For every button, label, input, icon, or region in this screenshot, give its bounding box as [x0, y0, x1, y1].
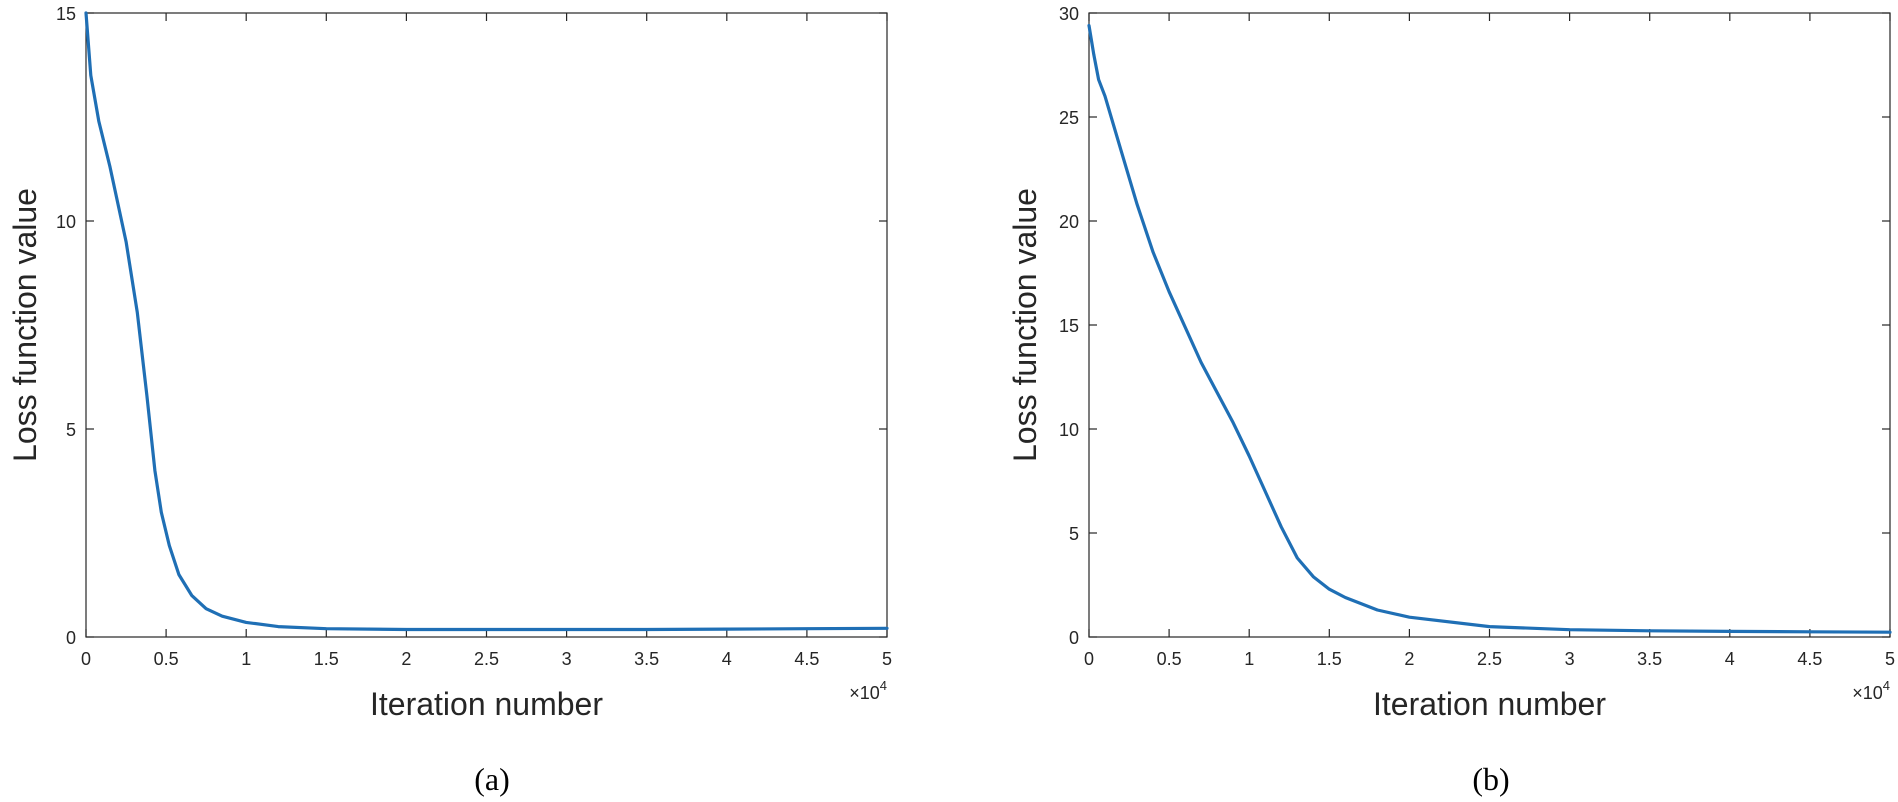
chart-0-x-axis-label: Iteration number — [370, 686, 603, 722]
chart-1-y-tick-label: 15 — [1059, 316, 1079, 336]
chart-1-x-tick-label: 3.5 — [1637, 649, 1662, 669]
chart-0-x-tick-label: 2.5 — [474, 649, 499, 669]
chart-0-x-tick-label: 2 — [401, 649, 411, 669]
chart-1-x-tick-label: 2 — [1404, 649, 1414, 669]
chart-0-x-multiplier: ×104 — [849, 678, 887, 703]
chart-1-x-tick-label: 0.5 — [1157, 649, 1182, 669]
chart-0-x-tick-label: 3 — [562, 649, 572, 669]
chart-0-x-tick-label: 0.5 — [154, 649, 179, 669]
chart-1-y-tick-label: 30 — [1059, 4, 1079, 24]
chart-0-x-tick-label: 1.5 — [314, 649, 339, 669]
chart-1-y-tick-label: 10 — [1059, 420, 1079, 440]
chart-1-y-tick-label: 20 — [1059, 212, 1079, 232]
chart-0-x-tick-label: 1 — [241, 649, 251, 669]
chart-0-caption: (a) — [474, 761, 510, 797]
chart-1-x-tick-label: 1.5 — [1317, 649, 1342, 669]
chart-0-y-tick-label: 15 — [56, 4, 76, 24]
chart-0-x-tick-label: 0 — [81, 649, 91, 669]
chart-1-x-tick-label: 1 — [1244, 649, 1254, 669]
chart-0-plot-area — [85, 12, 888, 638]
chart-1-x-tick-label: 4.5 — [1797, 649, 1822, 669]
chart-1-y-tick-label: 25 — [1059, 108, 1079, 128]
chart-panel-b: 0 0.5 1 1.5 2 2.5 3 3.5 4 4.5 5 0 5 10 15 20 25 30 Iterati… — [1007, 4, 1895, 797]
chart-0-y-axis-label: Loss function value — [7, 188, 43, 462]
chart-1-y-axis-label: Loss function value — [1007, 188, 1043, 462]
chart-1-y-tick-label: 5 — [1069, 524, 1079, 544]
chart-0-x-tick-label: 4 — [722, 649, 732, 669]
chart-1-x-axis-label: Iteration number — [1373, 686, 1606, 722]
chart-0-x-tick-label: 3.5 — [634, 649, 659, 669]
chart-1-x-multiplier: ×104 — [1852, 678, 1890, 703]
chart-1-x-tick-label: 4 — [1725, 649, 1735, 669]
chart-1-x-tick-label: 5 — [1885, 649, 1895, 669]
chart-1-x-tick-label: 3 — [1565, 649, 1575, 669]
chart-0-series-line-0 — [84, 11, 889, 632]
chart-1-x-tick-label: 0 — [1084, 649, 1094, 669]
chart-1-series-line-0 — [1087, 23, 1892, 634]
chart-1-x-tick-label: 2.5 — [1477, 649, 1502, 669]
chart-0-y-tick-label: 10 — [56, 212, 76, 232]
chart-panel-a: 0 0.5 1 1.5 2 2.5 3 3.5 4 4.5 5 0 5 10 15 Iteration num… — [7, 4, 892, 797]
chart-1-caption: (b) — [1472, 761, 1509, 797]
chart-0-x-tick-label: 4.5 — [794, 649, 819, 669]
chart-0-x-tick-label: 5 — [882, 649, 892, 669]
chart-1-y-tick-label: 0 — [1069, 628, 1079, 648]
chart-0-y-tick-label: 0 — [66, 628, 76, 648]
chart-0-y-tick-label: 5 — [66, 420, 76, 440]
chart-1-plot-area — [1088, 12, 1891, 638]
